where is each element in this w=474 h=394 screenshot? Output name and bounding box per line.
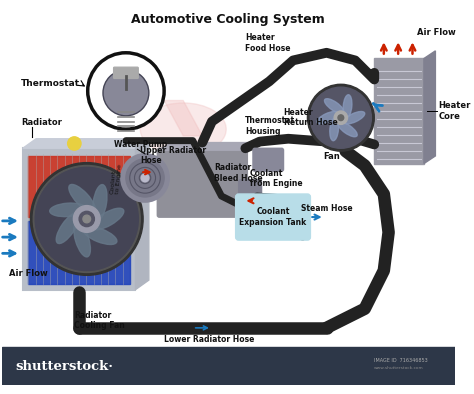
Text: Radiator
Cooling Fan: Radiator Cooling Fan xyxy=(74,311,125,330)
Circle shape xyxy=(126,159,164,197)
Circle shape xyxy=(30,163,143,275)
Ellipse shape xyxy=(74,222,91,257)
Text: Heater
Return Hose: Heater Return Hose xyxy=(283,108,337,127)
Bar xyxy=(28,156,130,217)
Bar xyxy=(23,148,136,290)
Circle shape xyxy=(79,211,94,227)
FancyBboxPatch shape xyxy=(113,67,138,78)
Bar xyxy=(2,347,455,385)
Circle shape xyxy=(88,53,164,129)
Bar xyxy=(374,58,424,164)
Circle shape xyxy=(103,70,149,116)
Text: Water Pump: Water Pump xyxy=(114,140,168,149)
Circle shape xyxy=(334,111,347,125)
Ellipse shape xyxy=(324,98,344,113)
Ellipse shape xyxy=(338,122,357,137)
Ellipse shape xyxy=(344,112,365,124)
Text: Lower Radiator Hose: Lower Radiator Hose xyxy=(164,335,255,344)
Polygon shape xyxy=(136,139,149,290)
Polygon shape xyxy=(159,143,257,150)
Text: Coolant
from Engine: Coolant from Engine xyxy=(250,169,303,188)
Circle shape xyxy=(68,137,81,150)
Text: Fan: Fan xyxy=(323,152,340,161)
Ellipse shape xyxy=(50,203,86,217)
Text: Coolant
to Engine: Coolant to Engine xyxy=(109,164,123,194)
Circle shape xyxy=(35,167,138,271)
Ellipse shape xyxy=(140,103,226,156)
FancyBboxPatch shape xyxy=(157,148,247,217)
Circle shape xyxy=(73,206,100,232)
Circle shape xyxy=(83,215,91,223)
Circle shape xyxy=(338,115,344,121)
Circle shape xyxy=(141,174,149,182)
Circle shape xyxy=(308,84,374,151)
Bar xyxy=(28,221,130,284)
Ellipse shape xyxy=(343,95,352,117)
Text: Radiator
Bleed Hose: Radiator Bleed Hose xyxy=(214,163,263,183)
Ellipse shape xyxy=(330,118,338,141)
Text: Air Flow: Air Flow xyxy=(9,269,48,278)
FancyBboxPatch shape xyxy=(238,180,262,212)
Text: Thermostat: Thermostat xyxy=(21,79,80,88)
Text: Coolant
Expansion Tank: Coolant Expansion Tank xyxy=(239,207,307,227)
Ellipse shape xyxy=(69,184,95,212)
Ellipse shape xyxy=(83,226,117,245)
Text: Heater
Core: Heater Core xyxy=(438,101,471,121)
Ellipse shape xyxy=(93,184,107,221)
FancyBboxPatch shape xyxy=(253,148,283,171)
Text: Upper Radiator
Hose: Upper Radiator Hose xyxy=(140,146,206,165)
Ellipse shape xyxy=(317,112,338,124)
Text: IMAGE ID  716346853: IMAGE ID 716346853 xyxy=(374,358,428,363)
Text: Steam Hose: Steam Hose xyxy=(301,204,352,213)
Circle shape xyxy=(33,165,140,273)
Text: shutterstock·: shutterstock· xyxy=(15,360,113,373)
Text: Heater
Food Hose: Heater Food Hose xyxy=(246,33,291,53)
Text: Thermostat
Housing: Thermostat Housing xyxy=(246,117,295,136)
Ellipse shape xyxy=(56,213,80,243)
Circle shape xyxy=(310,87,372,148)
Text: Air Flow: Air Flow xyxy=(417,28,456,37)
FancyBboxPatch shape xyxy=(236,194,310,240)
Text: Automotive Cooling System: Automotive Cooling System xyxy=(131,13,325,26)
Text: Radiator: Radiator xyxy=(21,118,62,127)
Circle shape xyxy=(121,154,169,202)
Text: www.shutterstock.com: www.shutterstock.com xyxy=(374,366,424,370)
Polygon shape xyxy=(164,100,202,136)
Polygon shape xyxy=(424,51,436,164)
Ellipse shape xyxy=(91,208,124,230)
Polygon shape xyxy=(23,139,149,148)
